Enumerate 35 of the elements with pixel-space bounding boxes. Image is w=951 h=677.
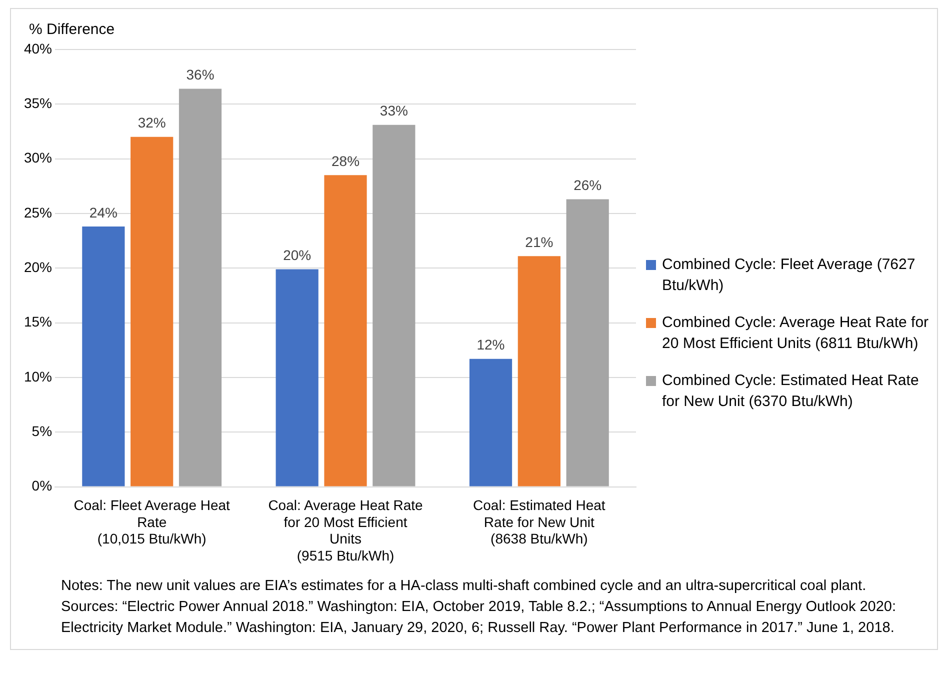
y-tick-label: 20%	[24, 258, 52, 275]
legend-label: Combined Cycle: Average Heat Rate for 20 Most Efficient Units (6811 Btu/kWh)	[662, 313, 930, 354]
bar	[82, 226, 125, 486]
text: Notes: The new unit values are EIA’s estimates for a HA-class multi-shaft combined cycle and an ultra-supercritical coal plant. Sources: “Electric Power Annual 2018.” Washington: EIA, October 2019, Table 8.2.; “Assumptions to Annual Energy Outlook 2020: Electricity Market Module.” Washington: EIA, January 29, 2020, 6; Russell Ray. “Power Plant Performance in 2017.” June 1, 2018.	[60, 577, 898, 638]
y-tick-label: 0%	[32, 478, 52, 494]
data-label: 32%	[138, 114, 166, 131]
x-tick-label: Coal: Estimated Heat Rate for New Unit (8638 Btu/kWh)	[473, 497, 606, 547]
bar	[566, 199, 609, 486]
bar	[324, 175, 367, 486]
bar	[178, 88, 222, 486]
legend-label: Combined Cycle: Fleet Average (7627 Btu/kWh)	[662, 255, 916, 296]
data-label: 33%	[380, 102, 408, 119]
y-tick-label: 40%	[24, 40, 52, 56]
x-tick-label: Coal: Average Heat Rate for 20 Most Efficient Units (9515 Btu/kWh)	[268, 497, 424, 564]
y-tick-label: 5%	[32, 422, 52, 439]
data-label: 26%	[574, 177, 602, 194]
data-label: 28%	[331, 153, 360, 170]
bar	[130, 136, 174, 486]
y-tick-label: 25%	[24, 204, 52, 220]
bar	[372, 124, 416, 486]
data-label: 21%	[525, 234, 554, 250]
bar	[469, 358, 512, 486]
data-label: 12%	[476, 336, 505, 353]
bar	[276, 269, 318, 486]
y-tick-label: 10%	[24, 368, 52, 384]
data-label: 36%	[186, 66, 214, 83]
data-label: 24%	[89, 204, 118, 220]
y-tick-label: 15%	[24, 314, 52, 330]
y-tick-label: 30%	[24, 150, 52, 166]
y-tick-label: 35%	[24, 94, 52, 111]
legend-label: Combined Cycle: Estimated Heat Rate for New Unit (6370 Btu/kWh)	[662, 371, 920, 412]
x-tick-label: Coal: Fleet Average Heat Rate (10,015 Btu/kWh)	[74, 497, 230, 547]
data-label: 20%	[283, 247, 312, 264]
y-axis-title: % Difference	[28, 20, 116, 38]
bar	[518, 256, 560, 486]
